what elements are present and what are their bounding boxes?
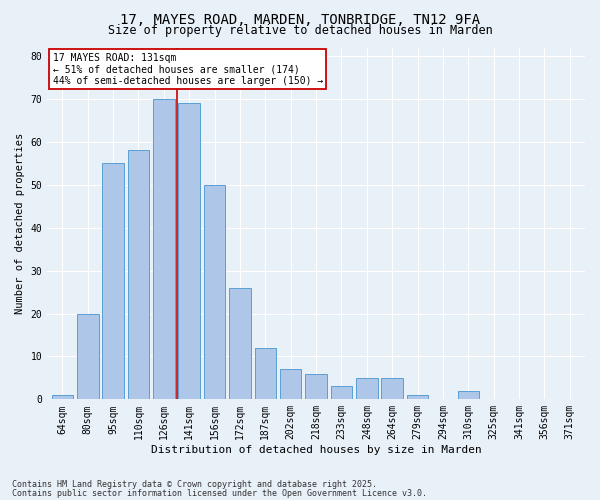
Bar: [153, 99, 175, 400]
Bar: [52, 395, 73, 400]
Bar: [128, 150, 149, 400]
Bar: [382, 378, 403, 400]
Bar: [103, 164, 124, 400]
Text: 17, MAYES ROAD, MARDEN, TONBRIDGE, TN12 9FA: 17, MAYES ROAD, MARDEN, TONBRIDGE, TN12 …: [120, 12, 480, 26]
Bar: [204, 185, 226, 400]
Bar: [254, 348, 276, 400]
Bar: [331, 386, 352, 400]
Text: 17 MAYES ROAD: 131sqm
← 51% of detached houses are smaller (174)
44% of semi-det: 17 MAYES ROAD: 131sqm ← 51% of detached …: [53, 53, 323, 86]
Bar: [305, 374, 327, 400]
Y-axis label: Number of detached properties: Number of detached properties: [15, 133, 25, 314]
Bar: [229, 288, 251, 400]
Text: Contains public sector information licensed under the Open Government Licence v3: Contains public sector information licen…: [12, 489, 427, 498]
Bar: [458, 391, 479, 400]
X-axis label: Distribution of detached houses by size in Marden: Distribution of detached houses by size …: [151, 445, 481, 455]
Bar: [356, 378, 377, 400]
Text: Size of property relative to detached houses in Marden: Size of property relative to detached ho…: [107, 24, 493, 37]
Text: Contains HM Land Registry data © Crown copyright and database right 2025.: Contains HM Land Registry data © Crown c…: [12, 480, 377, 489]
Bar: [407, 395, 428, 400]
Bar: [77, 314, 98, 400]
Bar: [280, 370, 301, 400]
Bar: [178, 104, 200, 400]
